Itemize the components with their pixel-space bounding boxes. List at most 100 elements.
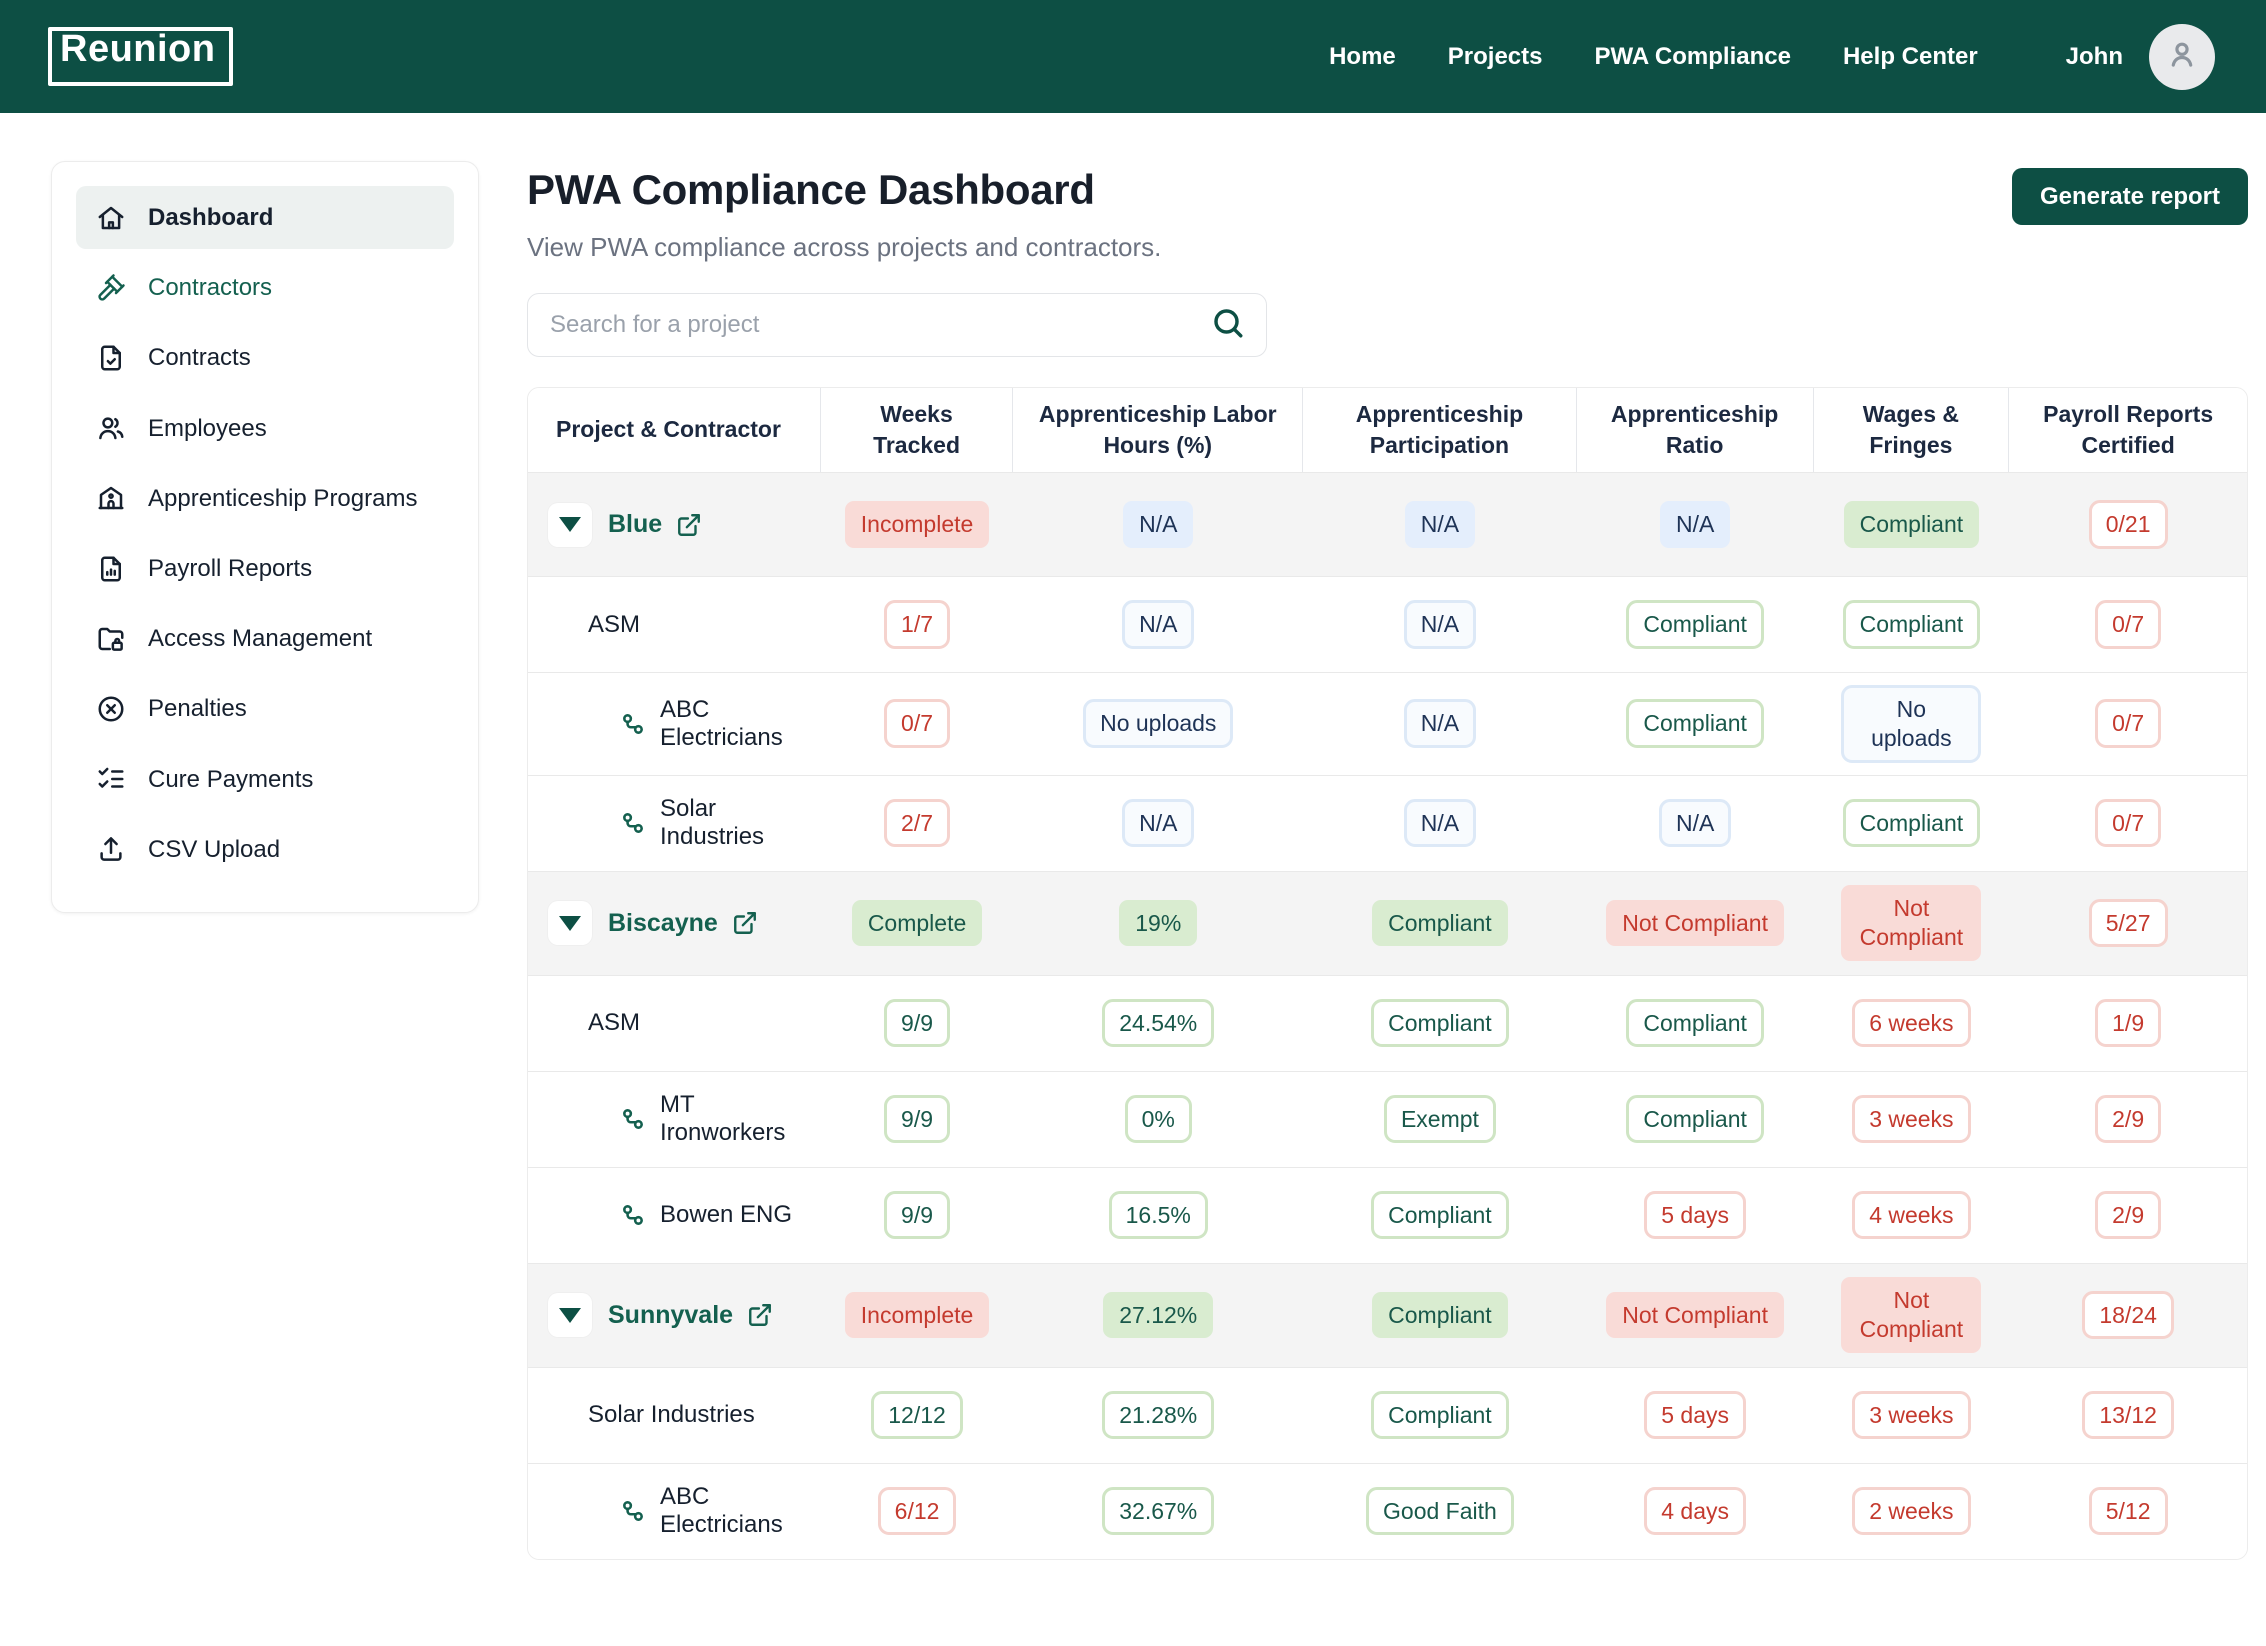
name-cell: Solar Industries: [528, 1389, 821, 1441]
sidebar-item-contracts[interactable]: Contracts: [76, 326, 454, 389]
cell-apprenticeship-labor-hours: 21.28%: [1013, 1379, 1303, 1452]
logo-text: Reunion: [60, 28, 216, 70]
status-badge: N/A: [1123, 501, 1194, 548]
search-input[interactable]: [550, 311, 1210, 339]
status-badge: Incomplete: [844, 501, 990, 548]
sidebar-item-csv-upload[interactable]: CSV Upload: [76, 818, 454, 881]
column-header-apprenticeship-participation: Apprenticeship Participation: [1303, 388, 1577, 472]
nav-username: John: [2065, 42, 2123, 70]
users-icon: [96, 413, 126, 443]
circle-x-icon: [96, 694, 126, 724]
contractor-name: ASM: [588, 1009, 641, 1036]
cell-weeks-tracked: 6/12: [821, 1475, 1014, 1548]
status-badge: 13/12: [2082, 1390, 2174, 1440]
cell-wages-fringes: Compliant: [1814, 588, 2010, 661]
nav-link-pwa-compliance[interactable]: PWA Compliance: [1594, 42, 1791, 70]
home-icon: [96, 203, 126, 233]
status-badge: 2/9: [2095, 1094, 2162, 1144]
sidebar-item-contractors[interactable]: Contractors: [76, 256, 454, 319]
external-link-icon: [676, 512, 702, 538]
status-badge: 0%: [1124, 1094, 1192, 1144]
status-badge: 9/9: [884, 1190, 951, 1240]
cell-apprenticeship-labor-hours: 24.54%: [1013, 987, 1303, 1060]
cell-weeks-tracked: 0/7: [821, 687, 1014, 760]
collapse-triangle-icon: [559, 517, 581, 532]
sidebar-item-label: Penalties: [148, 695, 247, 723]
page-subtitle: View PWA compliance across projects and …: [527, 232, 1162, 262]
sidebar-item-dashboard[interactable]: Dashboard: [76, 186, 454, 250]
status-badge: Compliant: [1842, 600, 1981, 649]
reunion-logo[interactable]: Reunion: [48, 27, 234, 86]
project-search: [527, 293, 1267, 357]
compliance-table: Project & Contractor Weeks Tracked Apprent…: [527, 387, 2248, 1560]
nav-link-home[interactable]: Home: [1329, 42, 1396, 70]
name-cell: Sunnyvale: [528, 1281, 821, 1349]
nav-links: Home Projects PWA Compliance Help Center Jo…: [1329, 23, 2215, 90]
contractor-name: Solar Industries: [588, 1401, 755, 1428]
sidebar-item-apprenticeship-programs[interactable]: Apprenticeship Programs: [76, 467, 454, 530]
sidebar-item-payroll-reports[interactable]: Payroll Reports: [76, 537, 454, 600]
sidebar-item-cure-payments[interactable]: Cure Payments: [76, 748, 454, 811]
cell-weeks-tracked: 9/9: [821, 1179, 1014, 1252]
sidebar-item-access-management[interactable]: Access Management: [76, 607, 454, 670]
top-navbar: Reunion Home Projects PWA Compliance Help C…: [0, 0, 2266, 113]
nav-user: John: [2065, 23, 2215, 90]
cell-payroll-reports-certified: 5/27: [2009, 887, 2247, 960]
collapse-row-button[interactable]: [548, 901, 592, 945]
sidebar-item-penalties[interactable]: Penalties: [76, 677, 454, 740]
cell-weeks-tracked: 12/12: [821, 1379, 1014, 1452]
collapse-row-button[interactable]: [548, 502, 592, 547]
name-cell: ABC Electricians: [528, 1471, 821, 1551]
table-row-asm: ASM 9/9 24.54% Compliant Compliant 6 weeks 1/9: [528, 974, 2247, 1071]
cell-payroll-reports-certified: 2/9: [2009, 1083, 2247, 1156]
status-badge: Compliant: [1371, 1190, 1509, 1240]
gavel-icon: [96, 273, 126, 303]
status-badge: N/A: [1658, 798, 1732, 848]
project-name: Blue: [608, 510, 663, 538]
cell-apprenticeship-participation: Good Faith: [1303, 1475, 1577, 1548]
cell-payroll-reports-certified: 1/9: [2009, 987, 2247, 1060]
cell-apprenticeship-labor-hours: 32.67%: [1013, 1475, 1303, 1548]
cell-wages-fringes: No uploads: [1814, 673, 2010, 775]
status-badge: 1/7: [884, 600, 951, 649]
sidebar-item-label: CSV Upload: [148, 835, 281, 863]
cell-wages-fringes: 2 weeks: [1814, 1475, 2010, 1548]
table-row-mt-ironworkers: MT Ironworkers 9/9 0% Exempt Compliant 3 week…: [528, 1070, 2247, 1167]
status-badge: Compliant: [1626, 699, 1764, 749]
project-link-blue[interactable]: Blue: [608, 510, 702, 539]
status-badge: 12/12: [871, 1390, 963, 1440]
nav-link-help-center[interactable]: Help Center: [1842, 42, 1978, 70]
cell-apprenticeship-labor-hours: 27.12%: [1013, 1280, 1303, 1351]
cell-wages-fringes: Not Compliant: [1814, 873, 2010, 973]
column-header-payroll-reports-certified: Payroll Reports Certified: [2009, 388, 2247, 472]
cell-wages-fringes: 6 weeks: [1814, 987, 2010, 1060]
status-badge: Compliant: [1371, 998, 1509, 1048]
status-badge: N/A: [1404, 501, 1476, 548]
status-badge: 0/7: [884, 699, 951, 749]
cell-apprenticeship-labor-hours: 16.5%: [1013, 1179, 1303, 1252]
sidebar-item-employees[interactable]: Employees: [76, 397, 454, 460]
project-link-biscayne[interactable]: Biscayne: [608, 909, 758, 938]
name-cell: Bowen ENG: [528, 1189, 821, 1241]
column-header-apprenticeship-ratio: Apprenticeship Ratio: [1577, 388, 1814, 472]
search-icon[interactable]: [1210, 305, 1246, 346]
table-body: Blue Incomplete N/A N/A N/A Compliant 0/21 ASM 1…: [528, 472, 2247, 1559]
generate-report-button[interactable]: Generate report: [2011, 168, 2248, 225]
column-header-label: Project & Contractor: [556, 416, 781, 443]
chain-link-icon: [620, 1202, 646, 1228]
status-badge: 18/24: [2082, 1290, 2174, 1340]
cell-apprenticeship-ratio: Not Compliant: [1577, 1280, 1814, 1351]
status-badge: 16.5%: [1108, 1190, 1208, 1240]
collapse-row-button[interactable]: [548, 1293, 592, 1337]
avatar[interactable]: [2149, 23, 2215, 90]
sidebar-item-label: Payroll Reports: [148, 554, 313, 582]
status-badge: 2/7: [884, 798, 951, 848]
project-name: Sunnyvale: [608, 1300, 734, 1329]
status-badge: 19%: [1119, 899, 1198, 947]
external-link-icon: [747, 1302, 773, 1328]
nav-link-projects[interactable]: Projects: [1447, 42, 1543, 70]
status-badge: Exempt: [1383, 1094, 1496, 1144]
project-link-sunnyvale[interactable]: Sunnyvale: [608, 1301, 773, 1330]
status-badge: N/A: [1403, 798, 1477, 848]
status-badge: Not Compliant: [1606, 1291, 1784, 1339]
